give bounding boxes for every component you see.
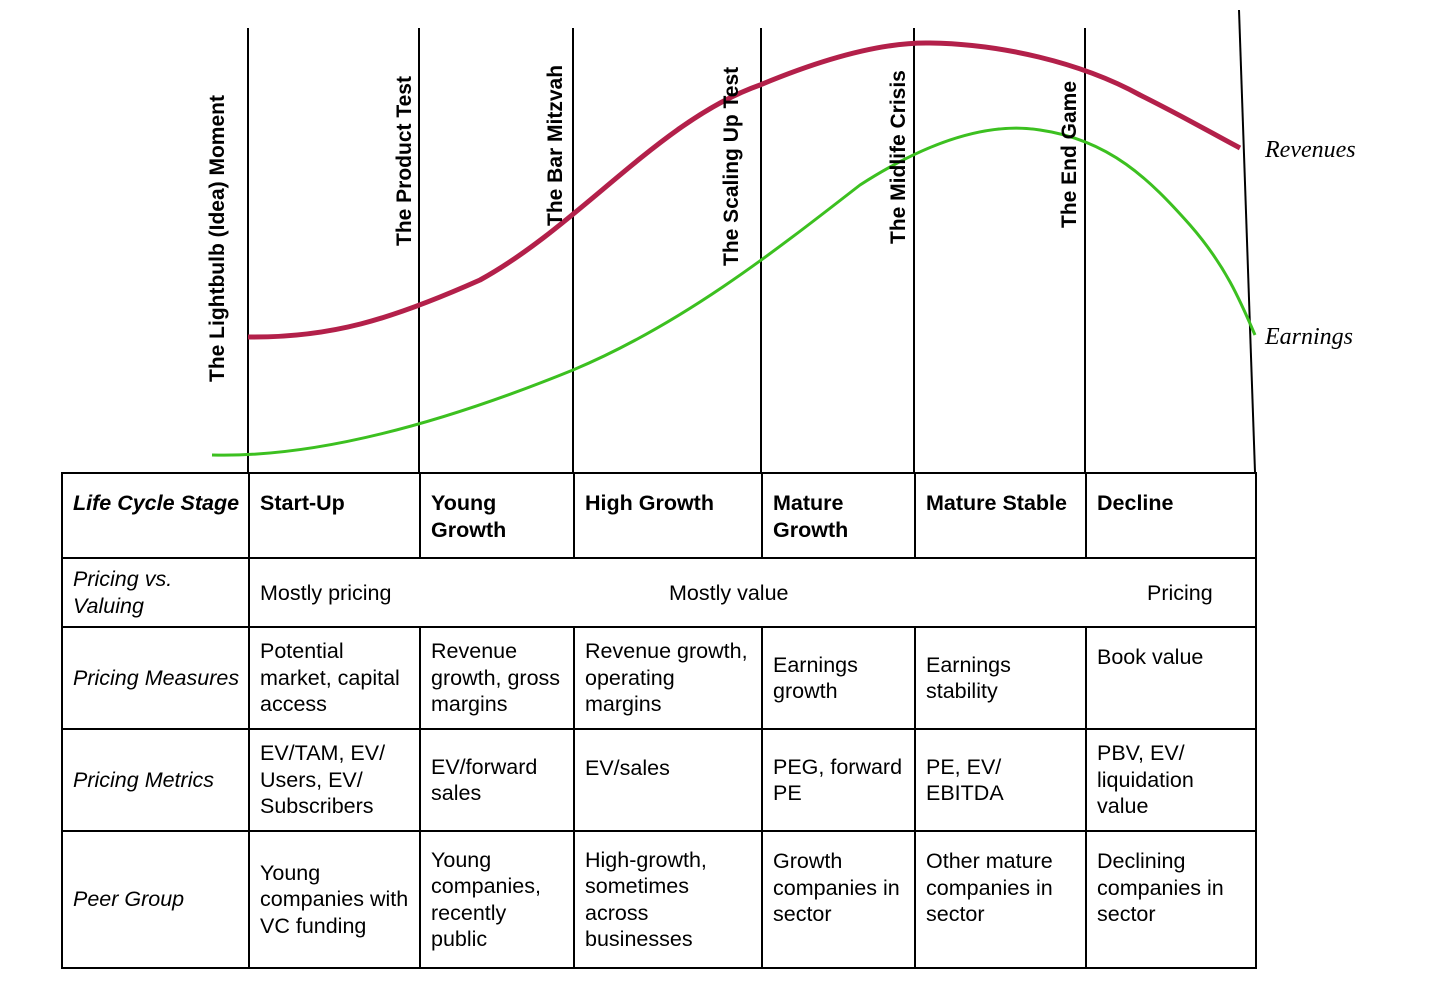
pricing-text: Pricing [1147,580,1213,605]
lifecycle-table: Life Cycle Stage Start-Up Young Growth H… [61,472,1257,969]
stage-row: Life Cycle Stage Start-Up Young Growth H… [61,472,1257,559]
pricing-measure-cell: Revenue growth, gross margins [419,626,575,730]
stage-cell: Young Growth [419,472,575,559]
peer-group-cell: High-growth, sometimes across businesses [573,830,763,969]
milestone-midlife-crisis: The Midlife Crisis [887,70,910,244]
pricing-metric-cell: EV/sales [573,728,763,832]
stage-cell: High Growth [573,472,763,559]
row-header-pricing-measures: Pricing Measures [61,626,250,730]
milestone-lightbulb: The Lightbulb (Idea) Moment [206,95,229,382]
pricing-vs-valuing-row: Pricing vs. Valuing Mostly pricing Mostl… [61,557,1257,628]
pricing-metric-cell: EV/forward sales [419,728,575,832]
mostly-value-text: Mostly value [669,580,789,605]
pricing-metric-cell: PE, EV/ EBITDA [914,728,1087,832]
revenues-curve [247,40,1242,340]
peer-group-cell: Young companies, recently public [419,830,575,969]
pricing-measure-cell: Potential market, capital access [248,626,421,730]
stage-cell: Mature Growth [761,472,916,559]
milestone-end-game: The End Game [1058,81,1081,228]
pricing-metric-cell: PEG, forward PE [761,728,916,832]
right-border-line [1238,9,1256,473]
milestone-product-test: The Product Test [393,76,416,246]
revenues-label: Revenues [1264,137,1356,163]
earnings-curve [211,126,1257,457]
pricing-measure-cell: Revenue growth, operating margins [573,626,763,730]
stage-cell: Mature Stable [914,472,1087,559]
mostly-pricing-text: Mostly pricing [260,580,392,605]
peer-group-cell: Other mature companies in sector [914,830,1087,969]
pricing-metric-cell: EV/TAM, EV/ Users, EV/ Subscribers [248,728,421,832]
row-header-pricing-metrics: Pricing Metrics [61,728,250,832]
pricing-metric-cell: PBV, EV/ liquidation value [1085,728,1257,832]
pricing-measure-cell: Earnings growth [761,626,916,730]
pricing-measures-row: Pricing Measures Potential market, capit… [61,626,1257,730]
peer-group-row: Peer Group Young companies with VC fundi… [61,830,1257,969]
pricing-measure-cell: Earnings stability [914,626,1087,730]
pricing-metrics-row: Pricing Metrics EV/TAM, EV/ Users, EV/ S… [61,728,1257,832]
pricing-measure-cell: Book value [1085,626,1257,730]
row-header-pricing-vs-valuing: Pricing vs. Valuing [61,557,250,628]
peer-group-cell: Young companies with VC funding [248,830,421,969]
row-header-stage: Life Cycle Stage [61,472,250,559]
pricing-vs-valuing-span: Mostly pricing Mostly value Pricing [248,557,1257,628]
stage-cell: Decline [1085,472,1257,559]
peer-group-cell: Declining companies in sector [1085,830,1257,969]
stage-cell: Start-Up [248,472,421,559]
earnings-label: Earnings [1264,324,1353,350]
milestone-bar-mitzvah: The Bar Mitzvah [544,65,567,226]
row-header-peer-group: Peer Group [61,830,250,969]
peer-group-cell: Growth companies in sector [761,830,916,969]
milestone-scaling-up: The Scaling Up Test [720,67,743,266]
